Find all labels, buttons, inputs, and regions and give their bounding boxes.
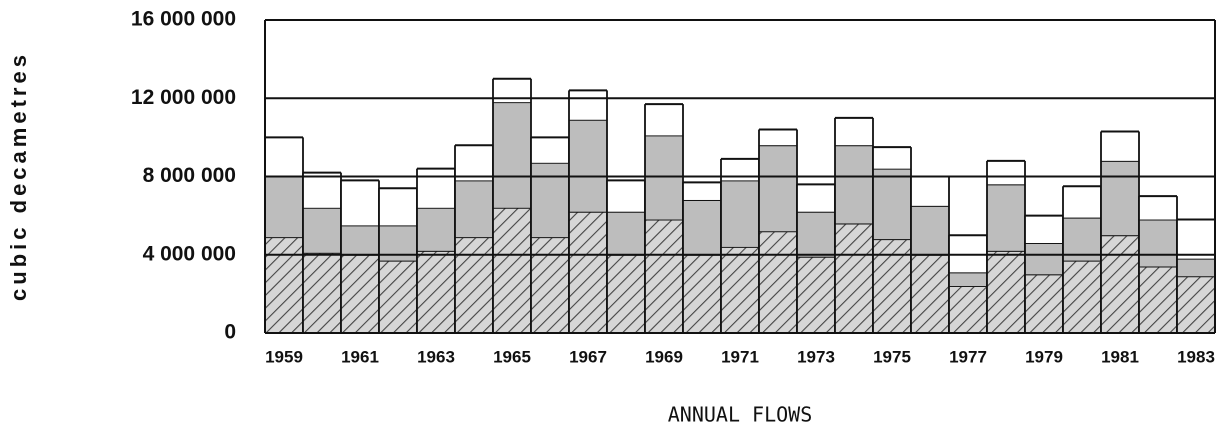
- bar-segment: [1177, 276, 1215, 333]
- bar-segment: [645, 104, 683, 136]
- bar-segment: [569, 119, 607, 212]
- bar-segment: [1063, 260, 1101, 333]
- x-tick-label: 1967: [569, 347, 607, 366]
- bar-segment: [493, 102, 531, 208]
- y-tick-label: 4 000 000: [143, 242, 236, 265]
- bar-segment: [1025, 243, 1063, 275]
- x-tick-label: 1969: [645, 347, 683, 366]
- bar-segment: [759, 231, 797, 333]
- bar-segment: [569, 90, 607, 120]
- bar-segment: [911, 205, 949, 255]
- bar-segment: [341, 180, 379, 226]
- bar-segment: [721, 158, 759, 181]
- bar-segment: [607, 211, 645, 255]
- x-tick-label: 1973: [797, 347, 835, 366]
- bar-segment: [1101, 131, 1139, 161]
- x-tick-label: 1959: [265, 347, 303, 366]
- bar-segment: [455, 145, 493, 181]
- bar-segment: [303, 252, 341, 333]
- bar-segment: [911, 176, 949, 206]
- bar-segment: [949, 286, 987, 333]
- bar-segment: [265, 237, 303, 333]
- bar-segment: [759, 129, 797, 146]
- bar-segment: [873, 239, 911, 333]
- bar-segment: [341, 225, 379, 255]
- y-tick-label: 8 000 000: [143, 164, 236, 187]
- bar-segment: [721, 246, 759, 333]
- y-tick-label: 16 000 000: [131, 8, 236, 31]
- bar-segment: [797, 184, 835, 212]
- bar-segment: [1139, 266, 1177, 333]
- bar-segment: [835, 145, 873, 224]
- bar-segment: [1139, 196, 1177, 220]
- bar-segment: [455, 237, 493, 333]
- bar-segment: [493, 78, 531, 103]
- bar-segment: [683, 199, 721, 255]
- bar-segment: [1139, 219, 1177, 267]
- bar-segment: [645, 219, 683, 333]
- bar-segment: [949, 272, 987, 287]
- bar-segment: [683, 182, 721, 200]
- bar-segment: [873, 168, 911, 240]
- bar-segment: [455, 180, 493, 238]
- bar-segment: [1063, 217, 1101, 261]
- bar-segment: [797, 256, 835, 333]
- bar-segment: [341, 254, 379, 333]
- bar-segment: [721, 180, 759, 247]
- bar-segment: [417, 250, 455, 333]
- bar-segment: [607, 254, 645, 333]
- bar-segment: [303, 172, 341, 208]
- x-tick-label: 1963: [417, 347, 455, 366]
- bar-segment: [1025, 215, 1063, 244]
- bar-segment: [1177, 258, 1215, 277]
- y-tick-label: 12 000 000: [131, 86, 236, 109]
- bar-segment: [1063, 186, 1101, 218]
- y-axis-label: cubic decametres: [6, 51, 31, 301]
- x-tick-label: 1975: [873, 347, 911, 366]
- bar-segment: [987, 250, 1025, 333]
- bar-segment: [987, 160, 1025, 185]
- bar-segment: [607, 180, 645, 212]
- bar-segment: [417, 207, 455, 251]
- bar-segment: [1025, 274, 1063, 333]
- bar-segment: [683, 254, 721, 333]
- x-axis-label: ANNUAL FLOWS: [668, 403, 813, 427]
- bar-segment: [303, 207, 341, 253]
- bar-segment: [1101, 160, 1139, 236]
- x-tick-label: 1961: [341, 347, 379, 366]
- x-tick-label: 1981: [1101, 347, 1139, 366]
- bar-segment: [873, 147, 911, 169]
- x-tick-label: 1971: [721, 347, 759, 366]
- bar-segment: [531, 237, 569, 333]
- bar-segment: [1101, 235, 1139, 333]
- bar-segment: [911, 254, 949, 333]
- bar-segment: [531, 162, 569, 238]
- bar-segment: [797, 211, 835, 257]
- bar-segment: [493, 207, 531, 333]
- bar-segment: [759, 145, 797, 232]
- bar-segment: [1177, 219, 1215, 259]
- bar-segment: [379, 260, 417, 333]
- bar-segment: [265, 176, 303, 238]
- x-tick-label: 1979: [1025, 347, 1063, 366]
- bar-segment: [531, 137, 569, 163]
- bar-segment: [987, 184, 1025, 251]
- bar-segment: [265, 137, 303, 177]
- bar-segment: [569, 211, 607, 333]
- x-tick-label: 1977: [949, 347, 987, 366]
- x-tick-label: 1983: [1177, 347, 1215, 366]
- y-tick-label: 0: [224, 321, 236, 344]
- bar-segment: [417, 168, 455, 208]
- bar-segment: [835, 223, 873, 333]
- bar-segment: [379, 188, 417, 226]
- x-tick-label: 1965: [493, 347, 531, 366]
- bar-segment: [835, 117, 873, 146]
